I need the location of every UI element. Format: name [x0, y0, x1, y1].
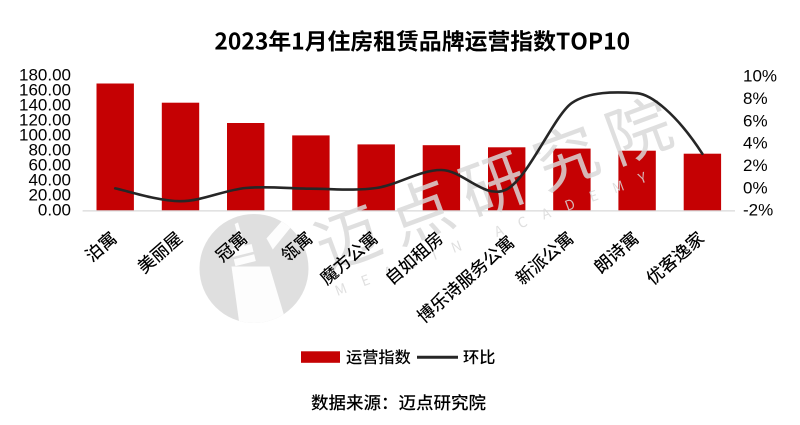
svg-text:140.00: 140.00: [19, 96, 71, 115]
svg-text:40.00: 40.00: [28, 171, 71, 190]
svg-text:80.00: 80.00: [28, 141, 71, 160]
svg-text:180.00: 180.00: [19, 66, 71, 85]
svg-text:120.00: 120.00: [19, 111, 71, 130]
svg-text:8%: 8%: [743, 89, 768, 108]
svg-text:10%: 10%: [743, 67, 777, 86]
svg-text:0%: 0%: [743, 178, 768, 197]
svg-text:2%: 2%: [743, 156, 768, 175]
svg-text:160.00: 160.00: [19, 81, 71, 100]
svg-text:4%: 4%: [743, 134, 768, 153]
svg-text:6%: 6%: [743, 111, 768, 130]
svg-text:100.00: 100.00: [19, 126, 71, 145]
svg-text:20.00: 20.00: [28, 186, 71, 205]
svg-text:0.00: 0.00: [38, 201, 71, 220]
svg-text:-2%: -2%: [743, 201, 773, 220]
svg-text:60.00: 60.00: [28, 156, 71, 175]
